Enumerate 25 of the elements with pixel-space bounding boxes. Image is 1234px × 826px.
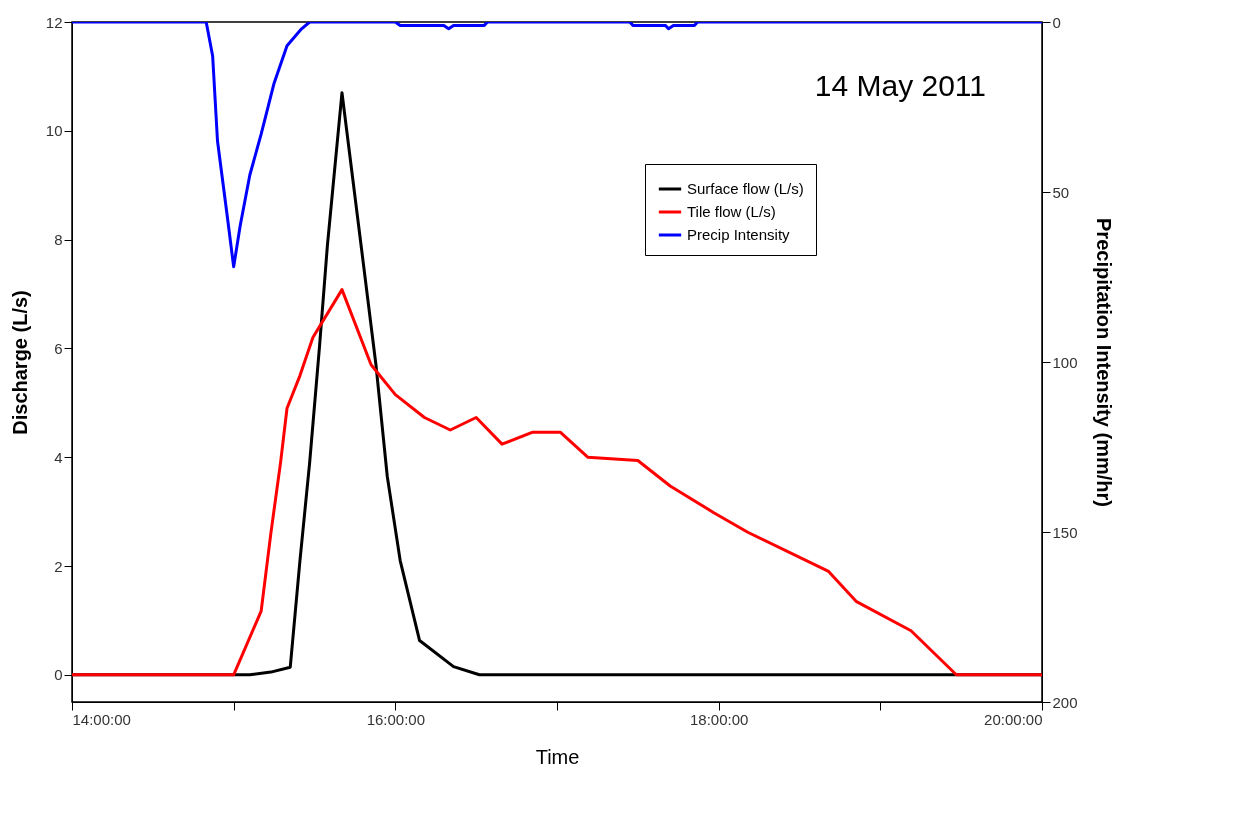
line-series bbox=[72, 288, 1042, 677]
y-tick-label: 4 bbox=[54, 448, 63, 466]
y2-tick-label: 0 bbox=[1052, 13, 1061, 31]
y-tick-label: 0 bbox=[54, 666, 63, 684]
line-series bbox=[72, 22, 1042, 269]
y2-tick-label: 100 bbox=[1052, 353, 1078, 371]
y2-axis-title: Precipitation Intensity (mm/hr) bbox=[1092, 218, 1115, 507]
y2-tick-label: 150 bbox=[1052, 523, 1078, 541]
x-tick-label: 16:00:00 bbox=[366, 710, 426, 728]
y-tick-label: 2 bbox=[54, 557, 63, 575]
x-tick-label: 18:00:00 bbox=[689, 710, 749, 728]
x-tick-label: 14:00:00 bbox=[72, 710, 131, 728]
y-axis-title: Discharge (L/s) bbox=[8, 290, 31, 435]
y-tick-label: 10 bbox=[45, 122, 63, 140]
legend-label: Surface flow (L/s) bbox=[687, 180, 804, 197]
annotation: 14 May 2011 bbox=[814, 69, 986, 102]
y2-tick-label: 50 bbox=[1052, 183, 1070, 201]
legend-label: Tile flow (L/s) bbox=[687, 203, 776, 220]
y-tick-label: 6 bbox=[54, 339, 63, 357]
legend-label: Precip Intensity bbox=[687, 226, 791, 243]
x-tick-label: 20:00:00 bbox=[984, 710, 1043, 728]
y-tick-label: 8 bbox=[54, 231, 63, 249]
y-tick-label: 12 bbox=[45, 13, 63, 31]
x-axis-title: Time bbox=[535, 745, 580, 768]
y2-tick-label: 200 bbox=[1052, 693, 1078, 711]
